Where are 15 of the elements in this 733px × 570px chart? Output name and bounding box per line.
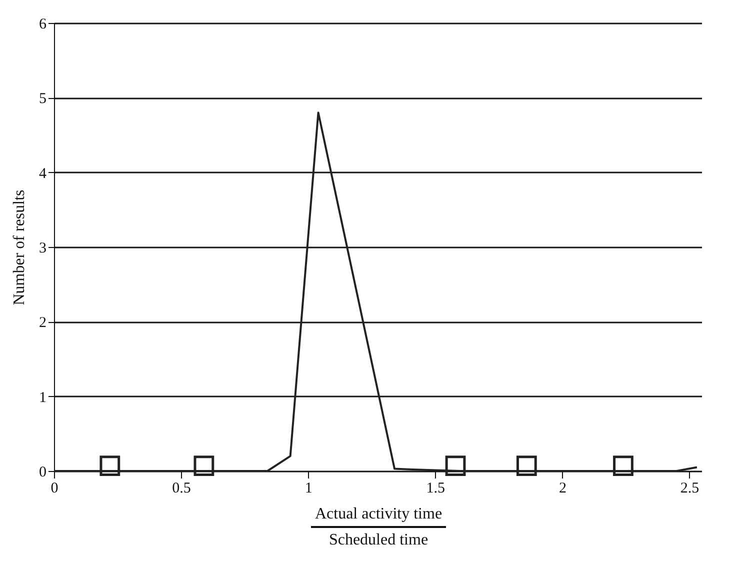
x-tick-label: 1.5	[426, 480, 446, 496]
x-tick-label: 2.5	[680, 480, 700, 496]
x-tick-label: 2	[558, 480, 566, 496]
y-tick-label: 2	[39, 315, 46, 332]
y-tick-label: 3	[39, 240, 46, 256]
y-tick-label: 6	[39, 16, 47, 32]
y-tick-label: 0	[39, 464, 46, 480]
x-axis-title: Actual activity time Scheduled time	[314, 506, 442, 548]
y-tick-label: 5	[39, 91, 46, 108]
y-tick-label: 1	[39, 390, 46, 406]
y-axis-title: Number of results	[11, 190, 28, 306]
x-tick-label: 0	[50, 480, 58, 496]
x-tick-label: 0.5	[172, 480, 191, 496]
x-tick-label: 1	[304, 480, 312, 496]
y-tick-label: 4	[39, 166, 47, 182]
